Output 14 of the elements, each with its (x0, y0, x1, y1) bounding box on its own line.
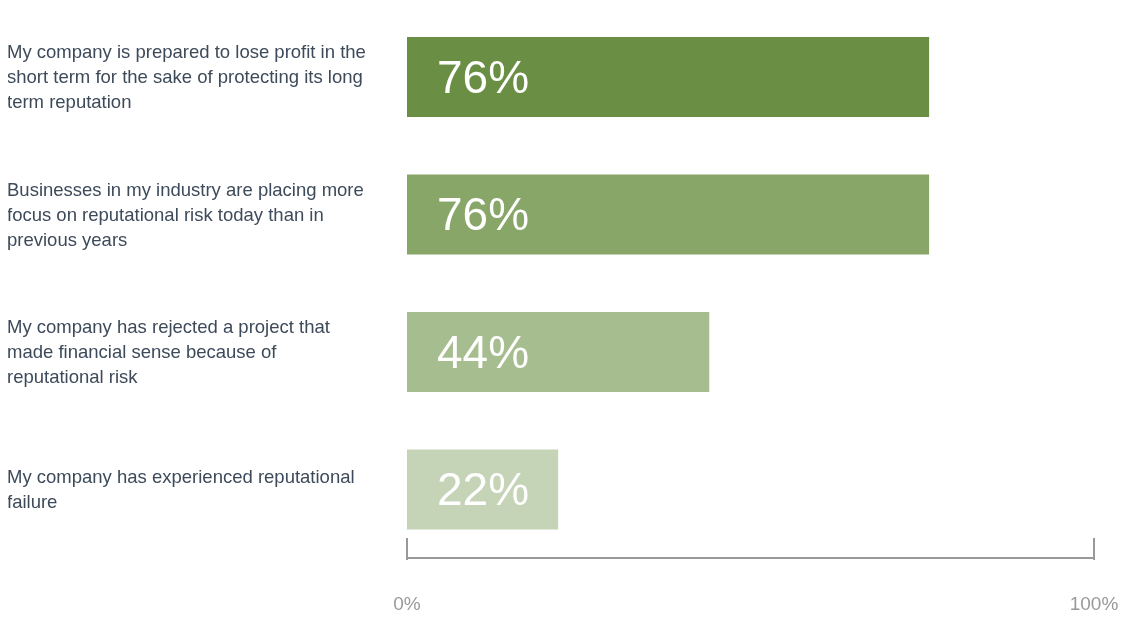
bar (407, 311, 710, 392)
y-tick-label: My company has rejected a project that made financial sense because of reputational risk (7, 315, 331, 390)
data-label: 22% (437, 463, 530, 516)
bar (407, 36, 930, 117)
data-label: 44% (437, 325, 530, 378)
y-tick-label: My company is prepared to lose profit in the short term for the sake of protecting its long term reputation (7, 40, 367, 115)
data-label: 76% (437, 50, 530, 103)
y-tick-label: Businesses in my industry are placing more focus on reputational risk today than in previous years (7, 177, 365, 252)
bar (407, 449, 559, 530)
y-tick-label: My company has experienced reputational failure (7, 465, 356, 515)
x-tick-label: 100% (1069, 593, 1119, 614)
data-label: 76% (437, 188, 530, 241)
x-tick-label: 0% (393, 593, 421, 614)
bar (407, 174, 930, 255)
